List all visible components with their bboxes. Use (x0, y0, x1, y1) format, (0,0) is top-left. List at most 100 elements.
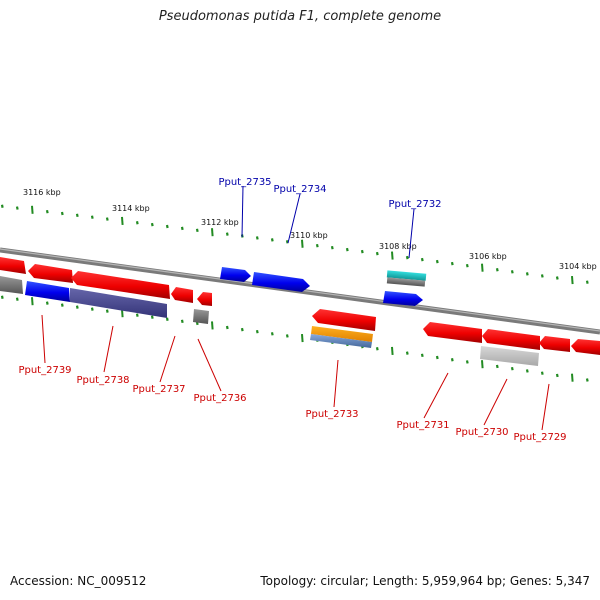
scale-major-tick (391, 346, 394, 356)
gene-arrow-pput-2733-orange[interactable] (311, 326, 373, 342)
scale-minor-tick (330, 245, 334, 250)
scale-minor-tick (165, 224, 169, 229)
scale-minor-tick (435, 259, 439, 264)
label-line (423, 372, 449, 419)
gene-arrow-pput-2729-red[interactable] (539, 336, 570, 352)
gene-label-pput-2737[interactable]: Pput_2737 (132, 384, 185, 395)
label-line (241, 185, 244, 238)
scale-major-tick (571, 276, 574, 285)
gene-arrow-pput-2733-red[interactable] (312, 309, 376, 331)
scale-minor-tick (465, 263, 469, 268)
label-line (103, 325, 114, 373)
gene-arrow-pput-2732[interactable] (383, 291, 423, 306)
label-line (483, 378, 508, 426)
scale-major-tick (571, 373, 574, 382)
scale-major-tick (31, 205, 34, 214)
gene-arrow-pput-2730-grey[interactable] (480, 346, 539, 366)
gene-arrow-left-grey[interactable] (0, 276, 23, 294)
gene-arrow-pput-2735[interactable] (220, 267, 251, 282)
scale-minor-tick (375, 347, 379, 351)
gene-label-pput-2734[interactable]: Pput_2734 (273, 184, 326, 195)
gene-arrow-left-b[interactable] (28, 264, 73, 283)
scale-label: 3108 kbp (379, 242, 417, 251)
scale-minor-tick (105, 217, 109, 221)
gene-arrow-pput-2733-steel[interactable] (310, 334, 372, 348)
scale-minor-tick (285, 240, 289, 244)
scale-minor-tick (555, 373, 559, 378)
scale-minor-tick (225, 325, 229, 330)
gene-arrow-pput-2732-grey[interactable] (386, 277, 426, 287)
scale-minor-tick (315, 243, 319, 248)
label-line (287, 193, 301, 244)
gene-arrow-pput-2736-grey[interactable] (193, 309, 209, 324)
label-line (41, 314, 46, 364)
gene-label-pput-2735[interactable]: Pput_2735 (218, 177, 271, 188)
scale-minor-tick (405, 255, 409, 260)
gene-arrow-pput-2734[interactable] (252, 272, 310, 292)
scale-minor-tick (105, 309, 109, 313)
gene-label-pput-2738[interactable]: Pput_2738 (76, 375, 129, 386)
scale-minor-tick (360, 249, 364, 254)
label-line (408, 208, 415, 259)
scale-minor-tick (540, 371, 544, 375)
gene-arrow-pput-2732-cyan[interactable] (386, 270, 427, 281)
gene-arrow-pput-2738-purple[interactable] (70, 288, 167, 318)
scale-minor-tick (240, 327, 244, 332)
gene-arrow-pput-2731-red[interactable] (423, 322, 482, 343)
scale-minor-tick (270, 238, 274, 242)
scale-major-tick (31, 297, 34, 306)
scale-minor-tick (90, 307, 94, 311)
scale-major-tick (301, 239, 304, 248)
scale-minor-tick (420, 257, 424, 262)
gene-label-pput-2730[interactable]: Pput_2730 (455, 427, 508, 438)
outer-scale-ring (0, 204, 589, 285)
scale-minor-tick (75, 305, 79, 309)
scale-minor-tick (450, 261, 454, 266)
scale-minor-tick (345, 247, 349, 252)
scale-minor-tick (75, 213, 79, 218)
label-line (333, 359, 339, 408)
scale-minor-tick (255, 329, 259, 334)
scale-minor-tick (525, 369, 529, 373)
gene-arrow-pput-2730-red[interactable] (482, 329, 540, 350)
scale-minor-tick (555, 276, 559, 280)
gene-label-pput-2731[interactable]: Pput_2731 (396, 420, 449, 431)
scale-minor-tick (510, 270, 514, 274)
scale-minor-tick (405, 351, 409, 355)
scale-label: 3110 kbp (290, 231, 328, 240)
scale-minor-tick (165, 317, 169, 321)
scale-minor-tick (0, 204, 4, 208)
scale-minor-tick (45, 301, 49, 305)
scale-minor-tick (375, 251, 379, 256)
scale-major-tick (121, 216, 124, 225)
gene-arrow-pput-2738-red[interactable] (71, 271, 170, 299)
scale-minor-tick (255, 236, 259, 240)
scale-minor-tick (510, 366, 514, 371)
scale-minor-tick (150, 315, 154, 319)
gene-arrow-pput-2739-blue[interactable] (25, 281, 70, 302)
gene-label-pput-2732[interactable]: Pput_2732 (388, 199, 441, 210)
scale-minor-tick (465, 360, 469, 364)
scale-label: 3114 kbp (112, 204, 150, 213)
scale-minor-tick (15, 297, 19, 301)
scale-major-tick (211, 321, 214, 330)
scale-label: 3116 kbp (23, 188, 61, 197)
gene-arrow-left-a[interactable] (0, 257, 26, 274)
scale-minor-tick (45, 209, 49, 214)
gene-label-pput-2736[interactable]: Pput_2736 (193, 393, 246, 404)
gene-arrow-pput-2737-red[interactable] (171, 287, 193, 303)
scale-minor-tick (420, 353, 424, 358)
scale-minor-tick (450, 358, 454, 362)
gene-arrow-right-edge-red[interactable] (571, 339, 600, 355)
gene-label-pput-2733[interactable]: Pput_2733 (305, 409, 358, 420)
gene-label-pput-2729[interactable]: Pput_2729 (513, 432, 566, 443)
gene-arrow-pput-2736-red[interactable] (197, 292, 212, 306)
scale-minor-tick (495, 364, 499, 369)
scale-minor-tick (435, 355, 439, 360)
scale-minor-tick (150, 222, 154, 227)
scale-major-tick (481, 360, 484, 369)
scale-minor-tick (525, 272, 529, 276)
gene-label-pput-2739[interactable]: Pput_2739 (18, 365, 71, 376)
scale-label: 3104 kbp (559, 262, 597, 271)
